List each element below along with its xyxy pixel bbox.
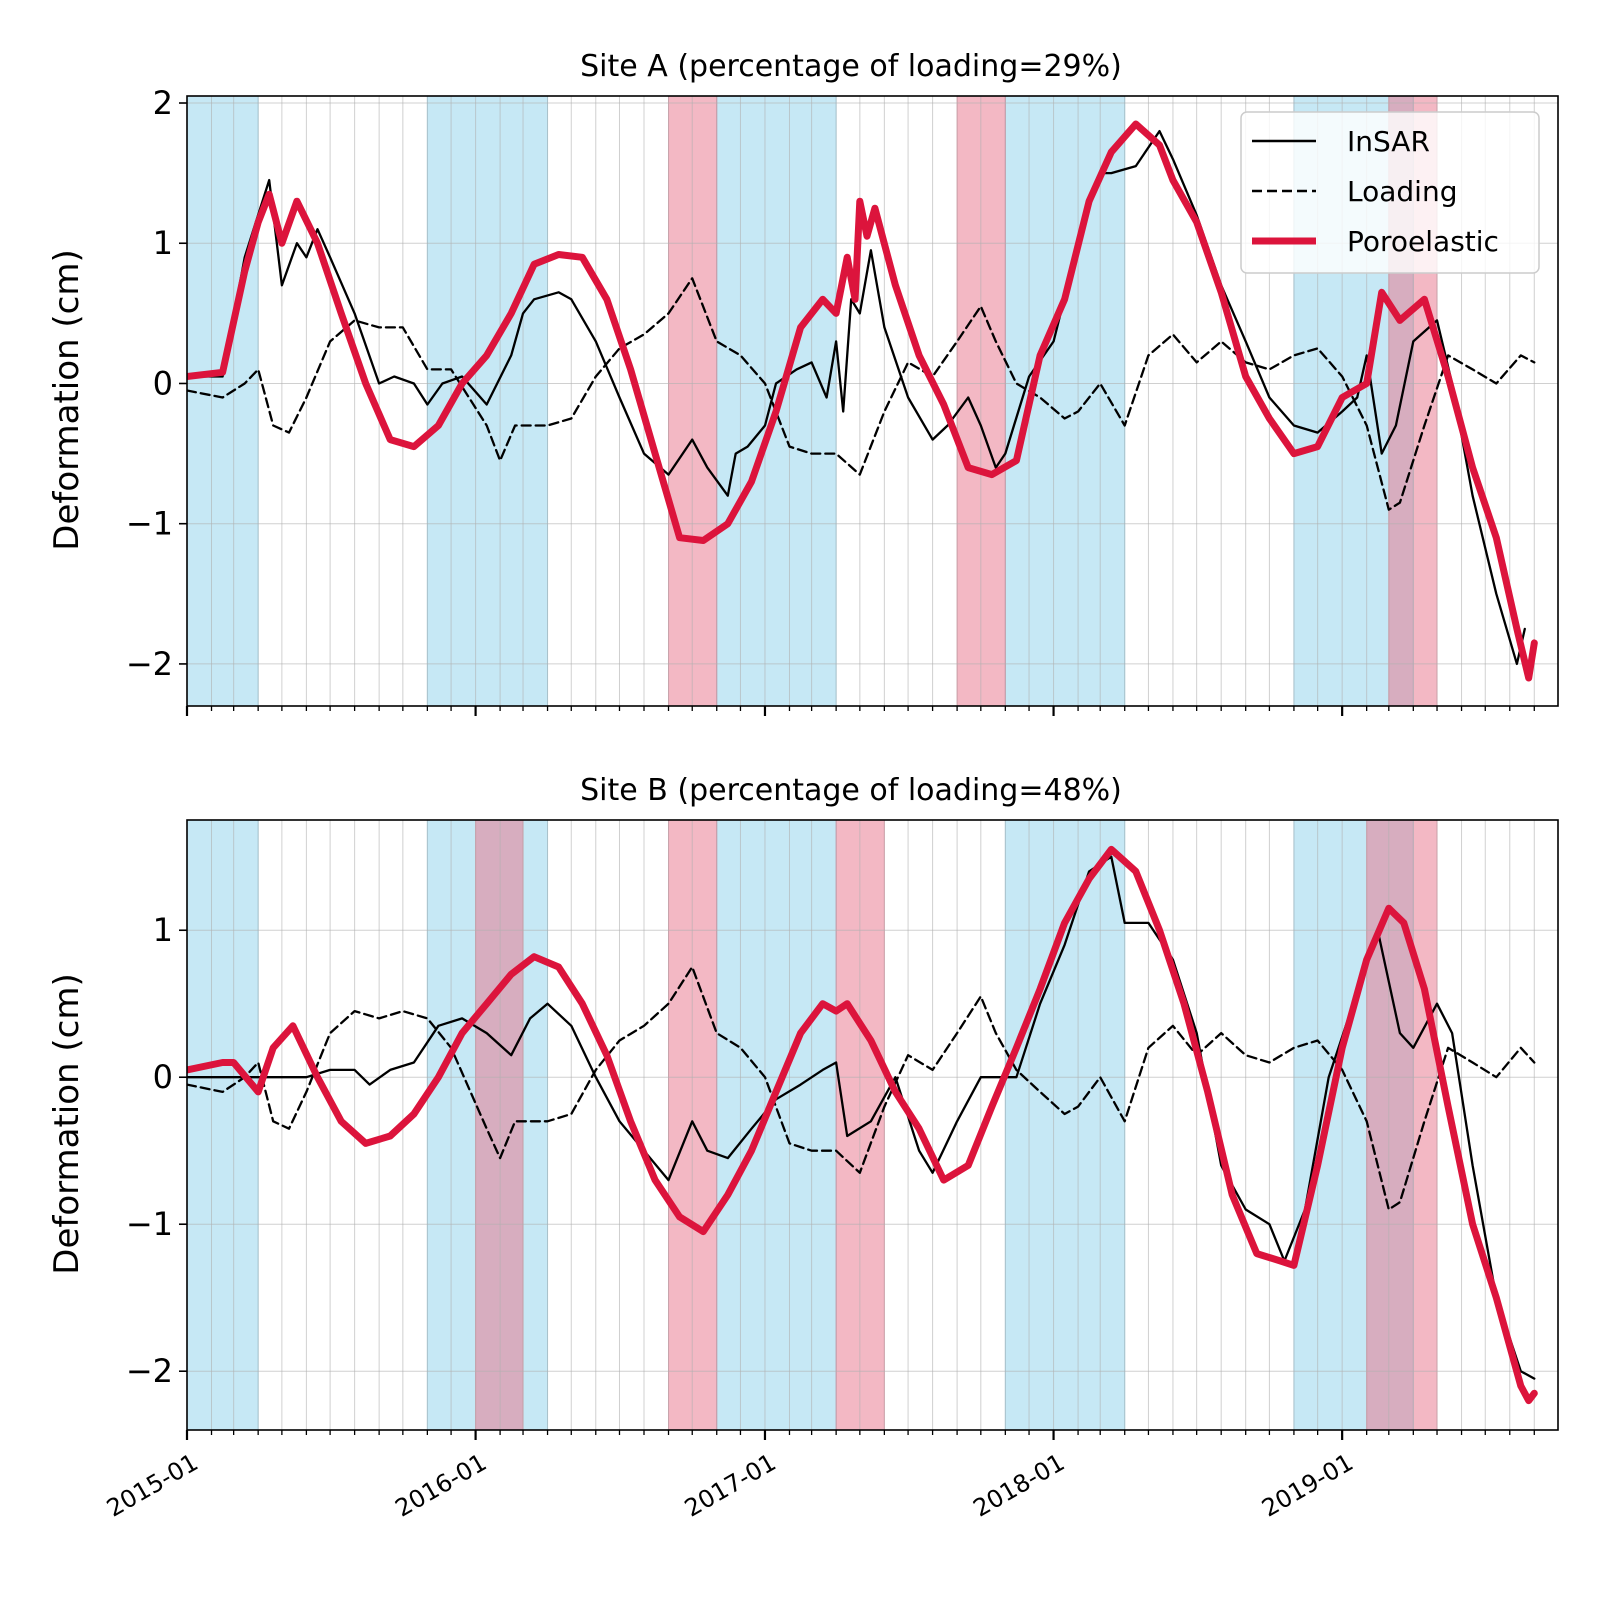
series-poroelastic <box>187 120 1538 682</box>
x-tick-label: 2019-01 <box>1257 1448 1358 1522</box>
wet-season-band <box>187 96 259 706</box>
wet-season-band <box>1004 820 1126 1430</box>
wet-season-band <box>187 820 259 1430</box>
y-tick-label: −1 <box>126 505 173 543</box>
y-tick-label: 1 <box>153 911 173 949</box>
panel-site-a: Site A (percentage of loading=29%) Defor… <box>47 49 1559 716</box>
y-tick-label: −2 <box>126 645 173 683</box>
y-tick-label: 0 <box>153 364 173 402</box>
x-tick-label: 2016-01 <box>391 1448 492 1522</box>
series-poroelastic <box>187 845 1538 1405</box>
series-loading <box>187 965 1536 1211</box>
legend: InSAR Loading Poroelastic <box>1240 111 1540 274</box>
legend-loading-label: Loading <box>1347 175 1457 208</box>
plot-frame <box>186 819 1559 1431</box>
x-tick-label: 2017-01 <box>680 1448 781 1522</box>
x-tick-label: 2015-01 <box>102 1448 203 1522</box>
x-tick-label: 2018-01 <box>969 1448 1070 1522</box>
series-loading <box>187 277 1536 511</box>
panel-a-ylabel: Deformation (cm) <box>47 249 87 550</box>
plot-area <box>187 820 1558 1430</box>
wet-season-band <box>1004 96 1126 706</box>
panel-b-title: Site B (percentage of loading=48%) <box>580 773 1122 808</box>
wet-season-band <box>716 820 837 1430</box>
legend-insar-label: InSAR <box>1347 125 1430 158</box>
series-insar <box>187 129 1526 666</box>
y-tick-label: 1 <box>153 224 173 262</box>
y-tick-label: 2 <box>153 84 173 122</box>
event-band <box>475 820 524 1430</box>
panel-a-title: Site A (percentage of loading=29%) <box>580 49 1122 84</box>
y-tick-label: 0 <box>153 1058 173 1096</box>
panel-site-b: Site B (percentage of loading=48%) Defor… <box>47 773 1559 1523</box>
legend-poroelastic-label: Poroelastic <box>1347 225 1499 258</box>
plot-frame <box>186 95 1559 707</box>
y-tick-label: −1 <box>126 1205 173 1243</box>
panel-b-ylabel: Deformation (cm) <box>47 973 87 1274</box>
legend-frame <box>1240 111 1540 274</box>
event-band <box>1366 820 1438 1430</box>
y-tick-label: −2 <box>126 1352 173 1390</box>
panel-b-plot: 1 0 −1 −2 2015-01 2016-01 2017-01 2018-01 2019-0… <box>102 819 1559 1523</box>
